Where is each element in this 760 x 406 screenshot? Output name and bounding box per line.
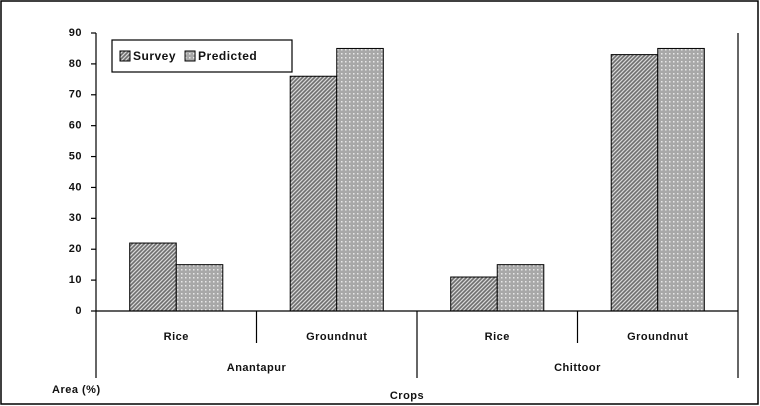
legend-label: Survey	[133, 49, 176, 63]
x-axis-label: Crops	[390, 390, 424, 402]
y-tick-label: 80	[69, 58, 82, 70]
group-label: Chittoor	[554, 362, 601, 374]
y-tick-label: 20	[69, 243, 82, 255]
legend-swatch	[184, 50, 196, 62]
group-label: Anantapur	[227, 362, 287, 374]
bar	[175, 264, 224, 312]
x-tick-label: Groundnut	[306, 331, 367, 343]
y-tick-label: 70	[69, 89, 82, 101]
y-tick-label: 90	[69, 27, 82, 39]
bar	[450, 276, 498, 312]
legend-swatch	[119, 50, 131, 62]
bar	[496, 264, 545, 312]
y-tick-label: 60	[69, 120, 82, 132]
x-tick-label: Rice	[485, 331, 510, 343]
y-axis-label: Area (%)	[52, 384, 101, 396]
legend-label: Predicted	[198, 49, 257, 63]
bar	[289, 75, 338, 312]
bar	[610, 54, 659, 312]
y-tick-label: 50	[69, 150, 82, 162]
y-tick-label: 10	[69, 274, 82, 286]
x-tick-label: Groundnut	[627, 331, 688, 343]
bar	[657, 47, 705, 312]
y-tick-label: 30	[69, 212, 82, 224]
bar	[336, 47, 384, 312]
legend-box	[111, 39, 293, 73]
y-tick-label: 40	[69, 181, 82, 193]
y-tick-label: 0	[75, 305, 82, 317]
x-tick-label: Rice	[164, 331, 189, 343]
bar	[129, 242, 177, 312]
